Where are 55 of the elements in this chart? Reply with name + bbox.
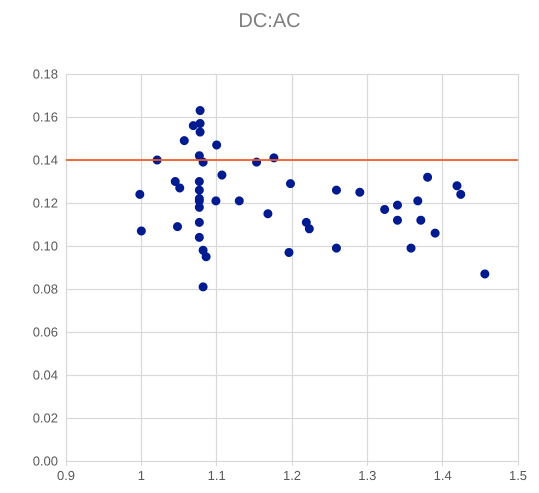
point — [198, 282, 208, 292]
point — [430, 228, 440, 238]
x-tick-label: 0.9 — [56, 468, 76, 483]
point — [416, 216, 426, 225]
x-tick-label: 1.4 — [434, 468, 452, 483]
point — [452, 181, 462, 190]
point — [175, 183, 184, 192]
point — [332, 186, 341, 195]
chart-title: DC:AC — [238, 10, 301, 32]
point — [423, 172, 432, 182]
point — [173, 222, 182, 232]
point — [135, 190, 144, 199]
point — [194, 232, 204, 242]
point — [196, 106, 205, 116]
point — [480, 269, 490, 278]
point — [211, 196, 220, 206]
y-tick-label: 0.16 — [32, 110, 58, 124]
y-tick-label: 0.02 — [32, 410, 58, 426]
point — [380, 204, 390, 214]
point — [202, 252, 211, 262]
point — [194, 177, 204, 186]
point — [392, 200, 402, 210]
y-tick-label: 0.04 — [32, 368, 58, 382]
point — [212, 140, 222, 150]
point — [284, 248, 294, 257]
point — [234, 196, 244, 206]
point — [332, 244, 341, 253]
y-tick-label: 0.14 — [32, 152, 58, 168]
point — [413, 196, 422, 206]
point — [194, 218, 204, 227]
point — [456, 190, 466, 199]
point — [136, 226, 146, 236]
point — [170, 177, 180, 186]
x-tick-label: 1.3 — [358, 468, 376, 483]
point — [355, 188, 364, 197]
y-tick-label: 0.18 — [32, 66, 58, 82]
point — [304, 224, 314, 234]
x-tick-label: 1 — [138, 468, 145, 483]
point — [194, 186, 204, 195]
y-tick-label: 0.00 — [32, 454, 58, 468]
y-tick-label: 0.08 — [32, 282, 58, 296]
x-tick-label: 1.5 — [508, 468, 528, 483]
point — [217, 170, 226, 180]
y-tick-label: 0.12 — [32, 196, 58, 210]
x-tick-label: 1.1 — [208, 468, 226, 483]
point — [188, 121, 198, 130]
point — [263, 209, 272, 218]
point — [196, 128, 205, 137]
point — [180, 136, 189, 146]
x-tick-label: 1.2 — [282, 468, 302, 483]
y-tick-label: 0.10 — [32, 238, 58, 254]
point — [286, 179, 295, 188]
y-tick-label: 0.06 — [32, 324, 58, 340]
point — [392, 216, 402, 225]
point — [406, 244, 416, 253]
